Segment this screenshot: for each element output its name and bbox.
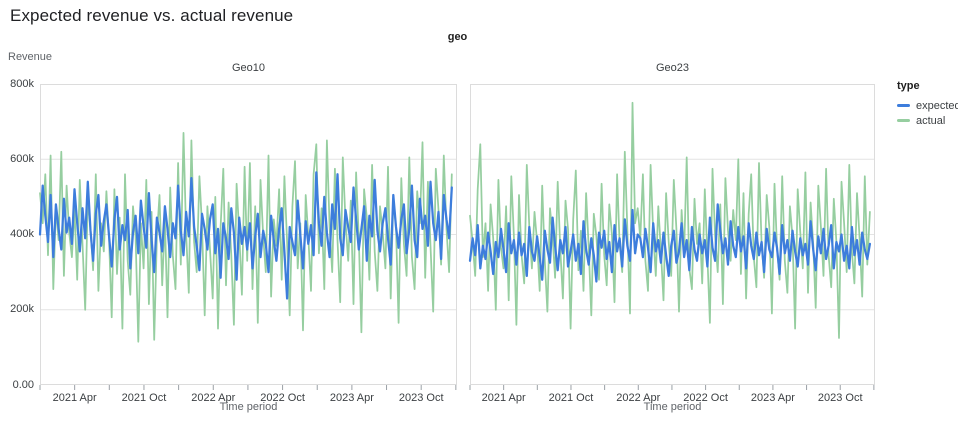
facet-geo23-title: Geo23 (655, 62, 690, 74)
plot-border (470, 84, 875, 385)
legend-items: expected actual (897, 98, 958, 128)
y-tick-label: 200k (10, 303, 34, 316)
x-tick-label: 2022 Apr (616, 392, 660, 404)
y-axis-tick-labels: 0.00 200k 400k 600k 800k (0, 78, 34, 391)
facet-geo23-plot[interactable]: 2021 Apr 2021 Oct 2022 Apr 2022 Oct 2023 Apr… (468, 84, 875, 407)
legend-swatch-actual (897, 119, 910, 122)
geo23-actual-line (469, 101, 871, 339)
facet-geo23: Geo23 2021 Apr 2021 Oct 2022 Apr 2022 Oct 20… (468, 60, 875, 413)
x-tick-label: 2023 Oct (399, 392, 444, 404)
x-tick-label: 2022 Oct (260, 392, 305, 404)
y-tick-label: 0.00 (12, 378, 34, 391)
x-tick-label: 2021 Oct (549, 392, 594, 404)
x-tick-label: 2023 Oct (818, 392, 863, 404)
y-tick-label: 600k (10, 152, 34, 165)
legend: type expected actual (897, 80, 958, 128)
y-tick-label: 400k (10, 228, 34, 240)
x-tick-label: 2023 Apr (751, 392, 795, 404)
y-axis-title: Revenue (8, 51, 53, 63)
facet-geo10: Geo10 2021 Apr 2021 Oct 2022 Apr 2022 Oct 20… (38, 60, 457, 413)
legend-label: expected (916, 99, 958, 112)
x-tick-label: 2021 Oct (122, 392, 167, 404)
legend-swatch-expected (897, 104, 910, 107)
facet-geo10-title: Geo10 (231, 62, 266, 74)
x-tick-label: 2022 Oct (683, 392, 728, 404)
geo23-expected-line (468, 203, 872, 283)
chart-title: Expected revenue vs. actual revenue (10, 6, 294, 25)
legend-label: actual (916, 114, 946, 127)
facet-field-label: geo (447, 31, 468, 43)
legend-item-actual[interactable]: actual (897, 113, 958, 128)
facet-geo10-plot[interactable]: 2021 Apr 2021 Oct 2022 Apr 2022 Oct 2023 Apr… (38, 84, 457, 407)
x-tick-label: 2021 Apr (53, 392, 97, 404)
y-tick-label: 800k (10, 77, 34, 90)
x-tick-label: 2023 Apr (330, 392, 374, 404)
x-tick-label: 2022 Apr (191, 392, 235, 404)
legend-title: type (897, 80, 920, 92)
geo10-expected-line (38, 171, 453, 300)
x-tick-label: 2021 Apr (482, 392, 526, 404)
legend-item-expected[interactable]: expected (897, 98, 958, 113)
x-axis-title: Time period (219, 401, 278, 413)
x-axis-title: Time period (643, 401, 702, 413)
